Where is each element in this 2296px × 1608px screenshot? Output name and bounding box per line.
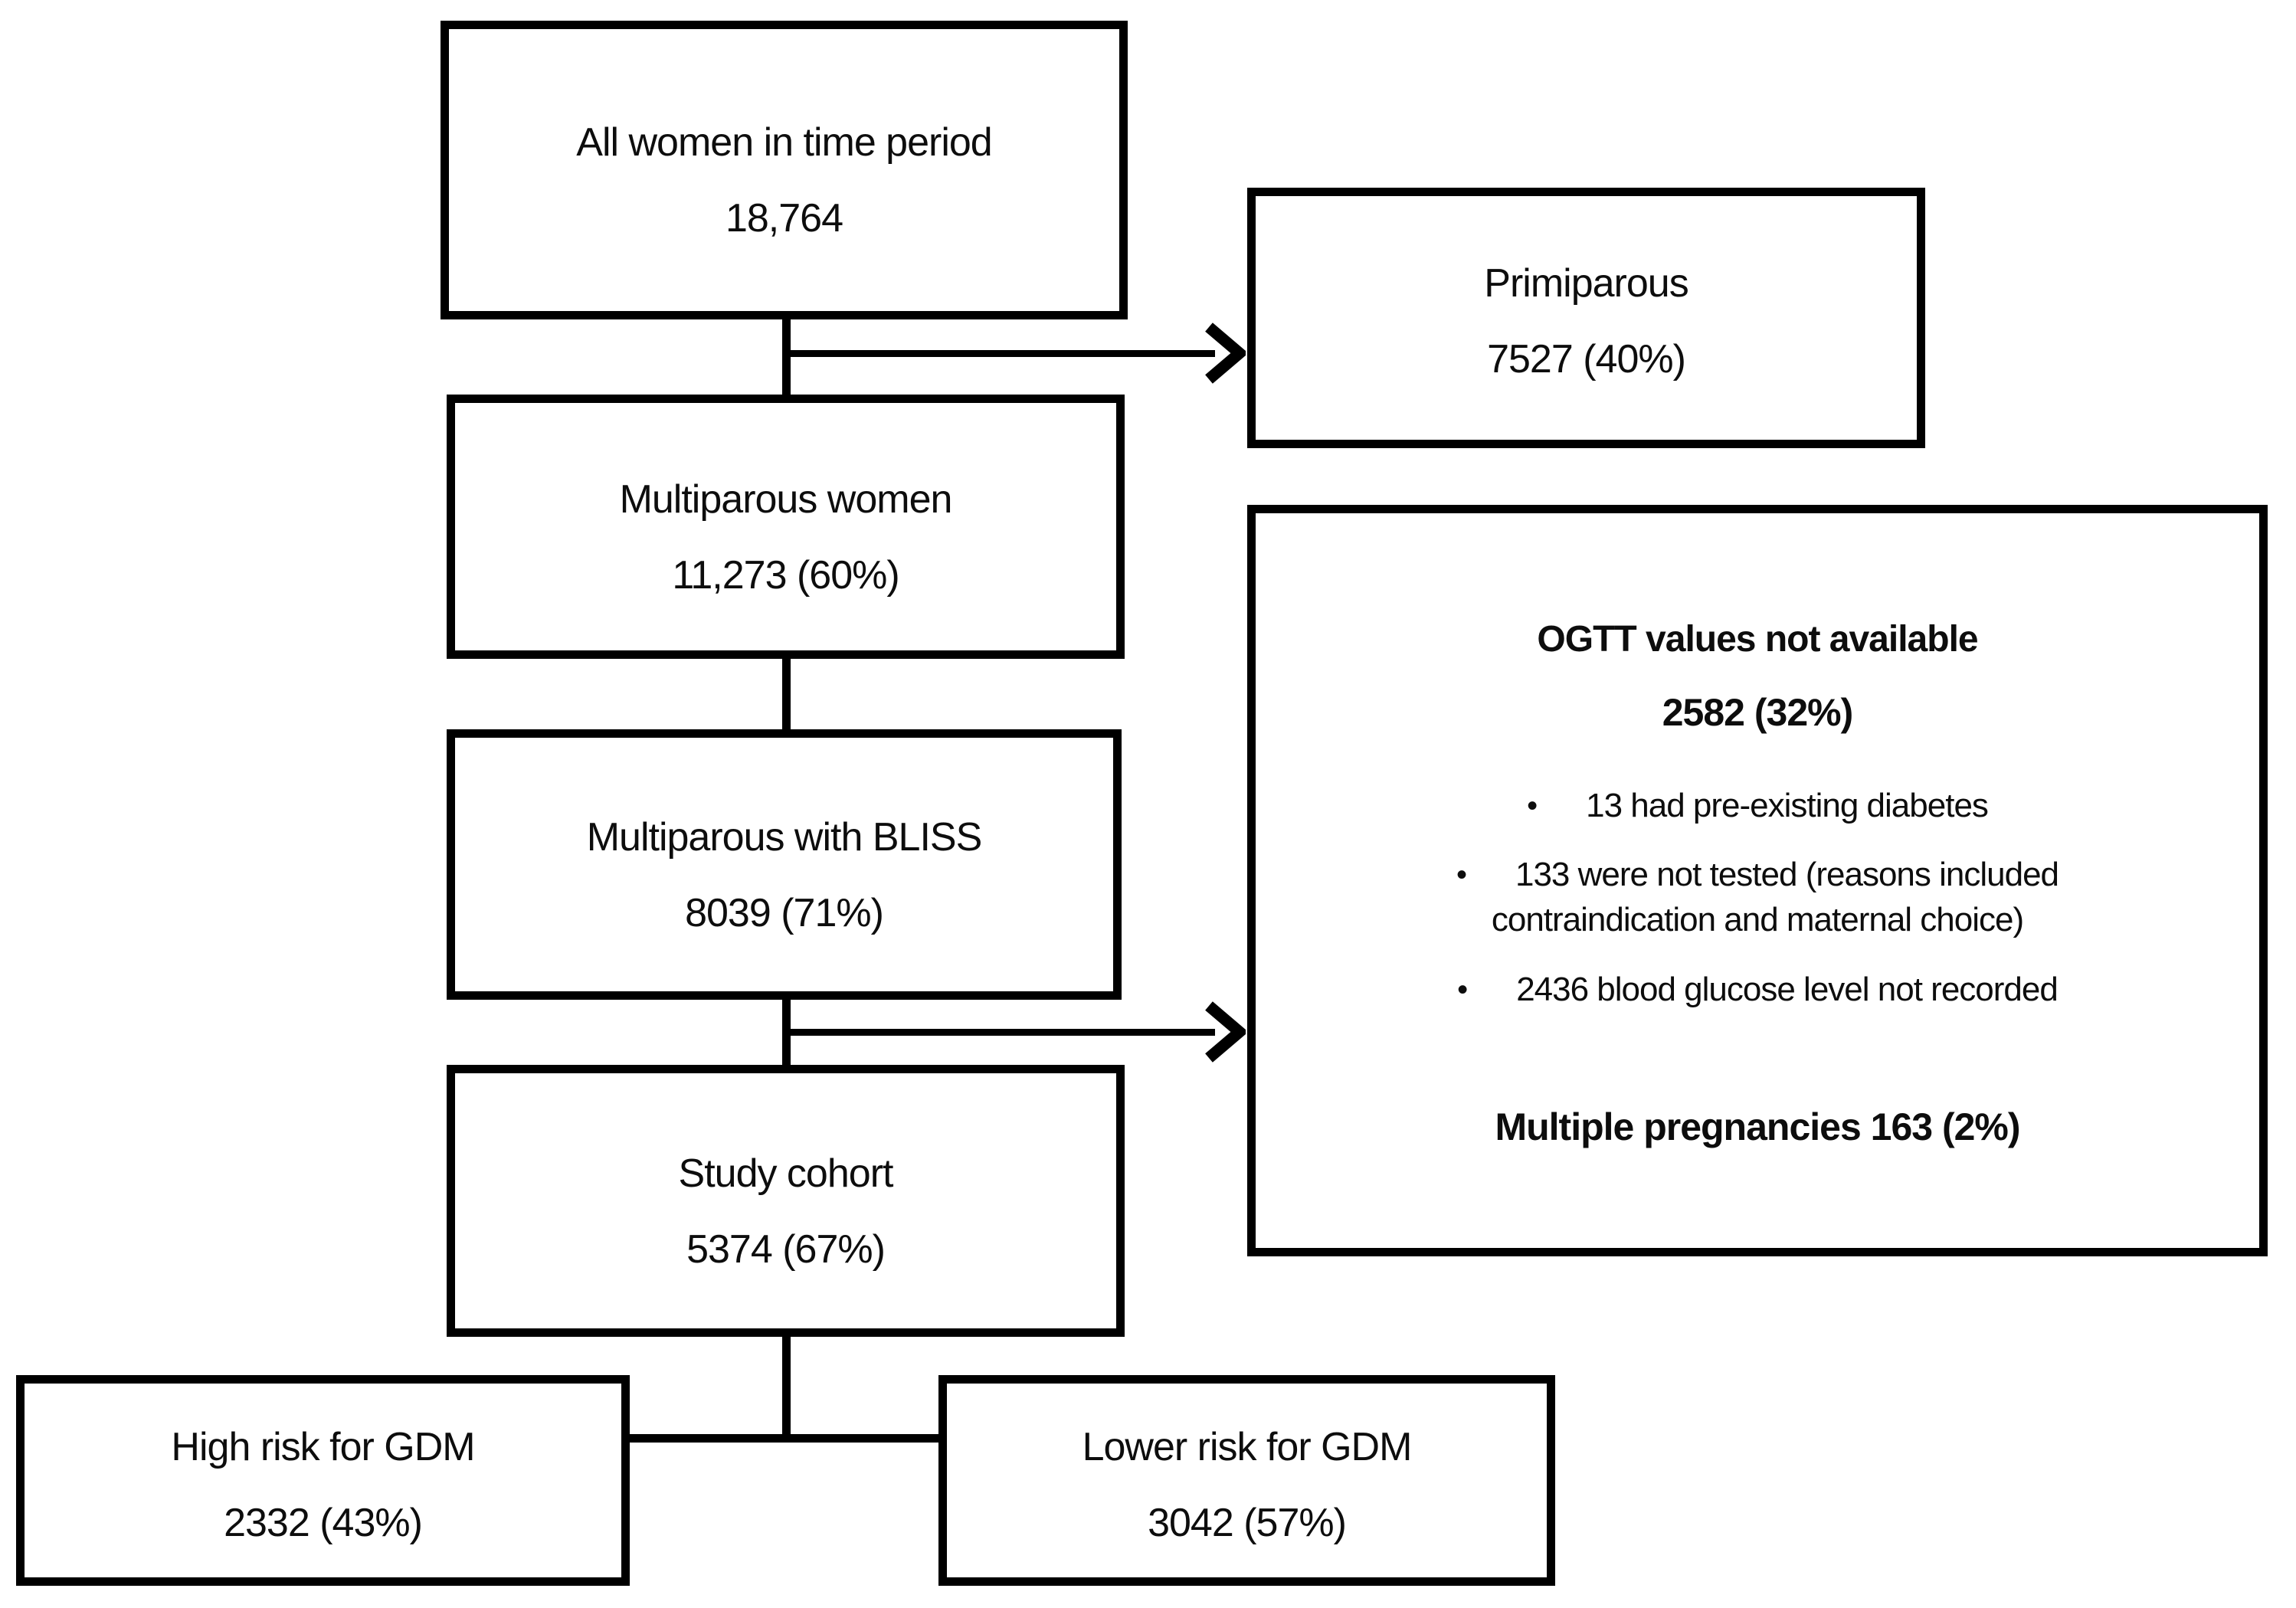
bullet-dot-icon: • [1527,788,1538,823]
box-high-risk-gdm: High risk for GDM 2332 (43%) [16,1375,630,1586]
ogtt-bullet-3-text: 2436 blood glucose level not recorded [1516,970,2059,1008]
box-lower-risk-gdm-value: 3042 (57%) [1148,1500,1347,1545]
ogtt-bullet-2: • 133 were not tested (reasons included [1456,856,2059,895]
arrow-right-icon [1205,1001,1246,1063]
ogtt-bullet-2-continuation: contraindication and maternal choice) [1491,901,2024,940]
box-multiparous-women-value: 11,273 (60%) [672,552,899,598]
box-all-women: All women in time period 18,764 [441,21,1128,319]
connector-multiparous-to-bliss [782,655,791,731]
box-primiparous: Primiparous 7527 (40%) [1247,188,1925,448]
box-high-risk-gdm-value: 2332 (43%) [224,1500,423,1545]
box-primiparous-label: Primiparous [1484,261,1688,306]
ogtt-footer: Multiple pregnancies 163 (2%) [1495,1105,2020,1149]
box-all-women-label: All women in time period [576,120,992,165]
ogtt-title: OGTT values not available [1537,619,1978,660]
bullet-dot-icon: • [1457,972,1468,1007]
connector-cohort-to-split [782,1335,791,1443]
box-multiparous-women-label: Multiparous women [619,477,953,522]
box-multiparous-bliss-value: 8039 (71%) [685,890,884,935]
box-ogtt-exclusions: OGTT values not available 2582 (32%) • 1… [1247,505,2268,1256]
arrow-right-icon [1205,323,1246,384]
box-lower-risk-gdm-label: Lower risk for GDM [1082,1424,1413,1469]
arrow-primiparous-shaft [786,350,1215,357]
box-lower-risk-gdm: Lower risk for GDM 3042 (57%) [938,1375,1555,1586]
box-multiparous-bliss: Multiparous with BLISS 8039 (71%) [447,729,1122,1000]
ogtt-bullet-1: • 13 had pre-existing diabetes [1527,786,1989,826]
box-primiparous-value: 7527 (40%) [1487,337,1686,382]
ogtt-value: 2582 (32%) [1662,691,1853,735]
box-multiparous-bliss-label: Multiparous with BLISS [586,814,983,860]
ogtt-bullet-3: • 2436 blood glucose level not recorded [1457,970,2059,1010]
connector-split-horizontal [630,1434,938,1443]
connector-allwomen-to-multiparous [782,318,791,396]
ogtt-bullet-2-continuation-text: contraindication and maternal choice) [1491,901,2024,939]
box-multiparous-women: Multiparous women 11,273 (60%) [447,395,1125,659]
box-study-cohort-value: 5374 (67%) [686,1226,886,1272]
box-all-women-value: 18,764 [725,196,843,241]
box-study-cohort: Study cohort 5374 (67%) [447,1065,1125,1337]
box-high-risk-gdm-label: High risk for GDM [171,1424,475,1469]
ogtt-bullet-2-text: 133 were not tested (reasons included [1515,856,2059,894]
ogtt-bullet-1-text: 13 had pre-existing diabetes [1586,786,1989,824]
arrow-ogtt-shaft [786,1029,1215,1036]
box-study-cohort-label: Study cohort [678,1151,894,1196]
bullet-dot-icon: • [1456,858,1467,892]
